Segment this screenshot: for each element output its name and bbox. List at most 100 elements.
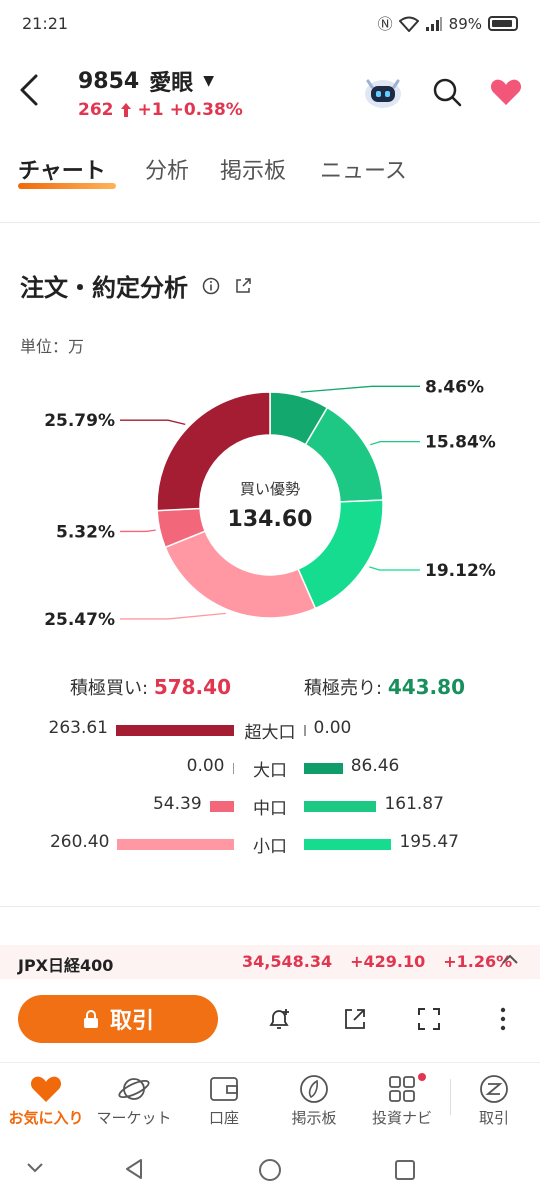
wifi-icon: [398, 16, 419, 32]
index-ticker[interactable]: JPX日経400 34,548.34 +429.10 +1.26%: [0, 945, 540, 979]
nav-account-label: 口座: [208, 1109, 239, 1127]
share-icon[interactable]: [234, 277, 252, 295]
active-tab-indicator: [18, 183, 116, 189]
chevron-down-icon[interactable]: [26, 1162, 44, 1174]
battery-icon: [488, 16, 518, 31]
search-icon[interactable]: [432, 77, 462, 107]
size-label: 超大口: [244, 723, 296, 743]
donut-slice: [156, 391, 271, 512]
tab-news[interactable]: ニュース: [320, 159, 407, 184]
nav-separator: [450, 1079, 451, 1115]
nav-favorites-label: お気に入り: [8, 1109, 84, 1127]
board-icon: [300, 1075, 328, 1103]
content-divider: [0, 906, 540, 907]
trade-button[interactable]: 取引: [18, 995, 218, 1043]
wallet-icon: [210, 1077, 238, 1101]
breakdown-row: 54.39 中口 161.87: [0, 794, 540, 824]
trade-button-label: 取引: [109, 1009, 154, 1034]
donut-slice-label: 8.46%: [425, 377, 484, 397]
nav-invest-navi-label: 投資ナビ: [371, 1109, 432, 1127]
breakdown-row: 263.61 超大口 0.00: [0, 718, 540, 748]
alert-bell-icon[interactable]: [266, 1006, 292, 1032]
buy-total-value: 578.40: [153, 675, 231, 699]
bottom-navigation: お気に入り マーケット 口座 掲示板 投資ナビ 取引: [0, 1062, 540, 1138]
section-title: 注文・約定分析: [20, 274, 188, 302]
back-arrow-icon[interactable]: [16, 73, 42, 107]
system-back-icon[interactable]: [124, 1158, 144, 1180]
buy-value: 260.40: [49, 832, 110, 852]
system-home-icon[interactable]: [258, 1158, 282, 1182]
notification-dot: [418, 1073, 426, 1081]
tab-board[interactable]: 掲示板: [220, 159, 287, 184]
favorite-heart-icon[interactable]: [490, 78, 522, 106]
buy-value: 263.61: [48, 718, 108, 738]
sell-bar: [304, 763, 343, 774]
action-bar: 取引: [0, 990, 540, 1054]
donut-slice-label: 15.84%: [425, 433, 496, 453]
size-label: 小口: [253, 837, 287, 857]
donut-slice-label: 25.79%: [44, 411, 115, 431]
order-donut-chart: 8.46%15.84%19.12%25.47%5.32%25.79% 買い優勢 …: [44, 377, 496, 630]
buy-value: 0.00: [186, 756, 225, 776]
nav-market-label: マーケット: [96, 1109, 172, 1127]
status-time: 21:21: [22, 14, 69, 33]
system-recents-icon[interactable]: [394, 1159, 416, 1181]
sell-total-label: 積極売り:: [304, 678, 383, 699]
index-name: JPX日経400: [18, 956, 114, 975]
chevron-up-icon[interactable]: [500, 949, 520, 971]
sell-bar: [304, 801, 377, 812]
nav-favorites[interactable]: お気に入り: [0, 1071, 92, 1128]
sell-value: 0.00: [313, 718, 352, 738]
nav-account[interactable]: 口座: [178, 1071, 270, 1128]
nav-board[interactable]: 掲示板: [268, 1071, 360, 1128]
sell-bar: [304, 839, 392, 850]
unit-label: 単位：万: [20, 337, 85, 356]
nav-invest-navi[interactable]: 投資ナビ: [356, 1071, 448, 1128]
price-change: +1: [137, 100, 164, 120]
donut-leader-line: [120, 612, 226, 620]
nav-market[interactable]: マーケット: [88, 1071, 180, 1128]
stock-code: 9854: [78, 68, 140, 94]
sell-total: 積極売り: 443.80: [304, 674, 465, 700]
chart-center-value: 134.60: [228, 507, 313, 532]
status-bar: 21:21 Ⓝ 89%: [0, 0, 540, 50]
sell-value: 86.46: [350, 756, 400, 776]
buy-total-label: 積極買い:: [70, 678, 149, 699]
robot-assistant-icon[interactable]: [362, 73, 404, 111]
status-icons: Ⓝ 89%: [378, 13, 518, 34]
more-vertical-icon[interactable]: [490, 1006, 516, 1032]
tabs-divider: [0, 222, 540, 223]
tab-chart[interactable]: チャート: [18, 159, 106, 184]
buy-bar: [117, 839, 234, 850]
stock-title[interactable]: 9854 愛眼 ▼: [78, 65, 214, 97]
stock-price: 262: [78, 100, 114, 120]
tab-analysis[interactable]: 分析: [145, 159, 190, 184]
heart-icon: [30, 1076, 62, 1102]
nav-trade-label: 取引: [478, 1109, 509, 1127]
signal-icon: [425, 16, 442, 31]
index-values: 34,548.34 +429.10 +1.26%: [242, 952, 512, 971]
trade-icon: [480, 1075, 508, 1103]
tab-bar: チャート 分析 掲示板 ニュース: [0, 145, 540, 195]
breakdown-row: 0.00 大口 86.46: [0, 756, 540, 786]
nav-trade[interactable]: 取引: [448, 1071, 540, 1128]
fullscreen-icon[interactable]: [416, 1006, 442, 1032]
index-change: +429.10: [350, 952, 426, 971]
sell-value: 195.47: [399, 832, 459, 852]
share-export-icon[interactable]: [342, 1006, 368, 1032]
stock-name: 愛眼: [149, 71, 194, 96]
donut-slice-label: 25.47%: [44, 610, 115, 630]
arrow-up-icon: [120, 103, 131, 117]
index-change-pct: +1.26%: [443, 952, 513, 971]
sell-bar: [304, 725, 306, 736]
price-row: 262 +1 +0.38%: [78, 100, 243, 120]
donut-leader-line: [370, 440, 420, 446]
buy-bar: [209, 801, 234, 812]
nav-board-label: 掲示板: [291, 1109, 337, 1127]
info-icon[interactable]: [202, 277, 220, 295]
lock-icon: [83, 1010, 98, 1028]
donut-leader-line: [120, 529, 156, 533]
header-actions: [362, 73, 522, 111]
buy-value: 54.39: [152, 794, 202, 814]
size-label: 大口: [253, 761, 287, 781]
